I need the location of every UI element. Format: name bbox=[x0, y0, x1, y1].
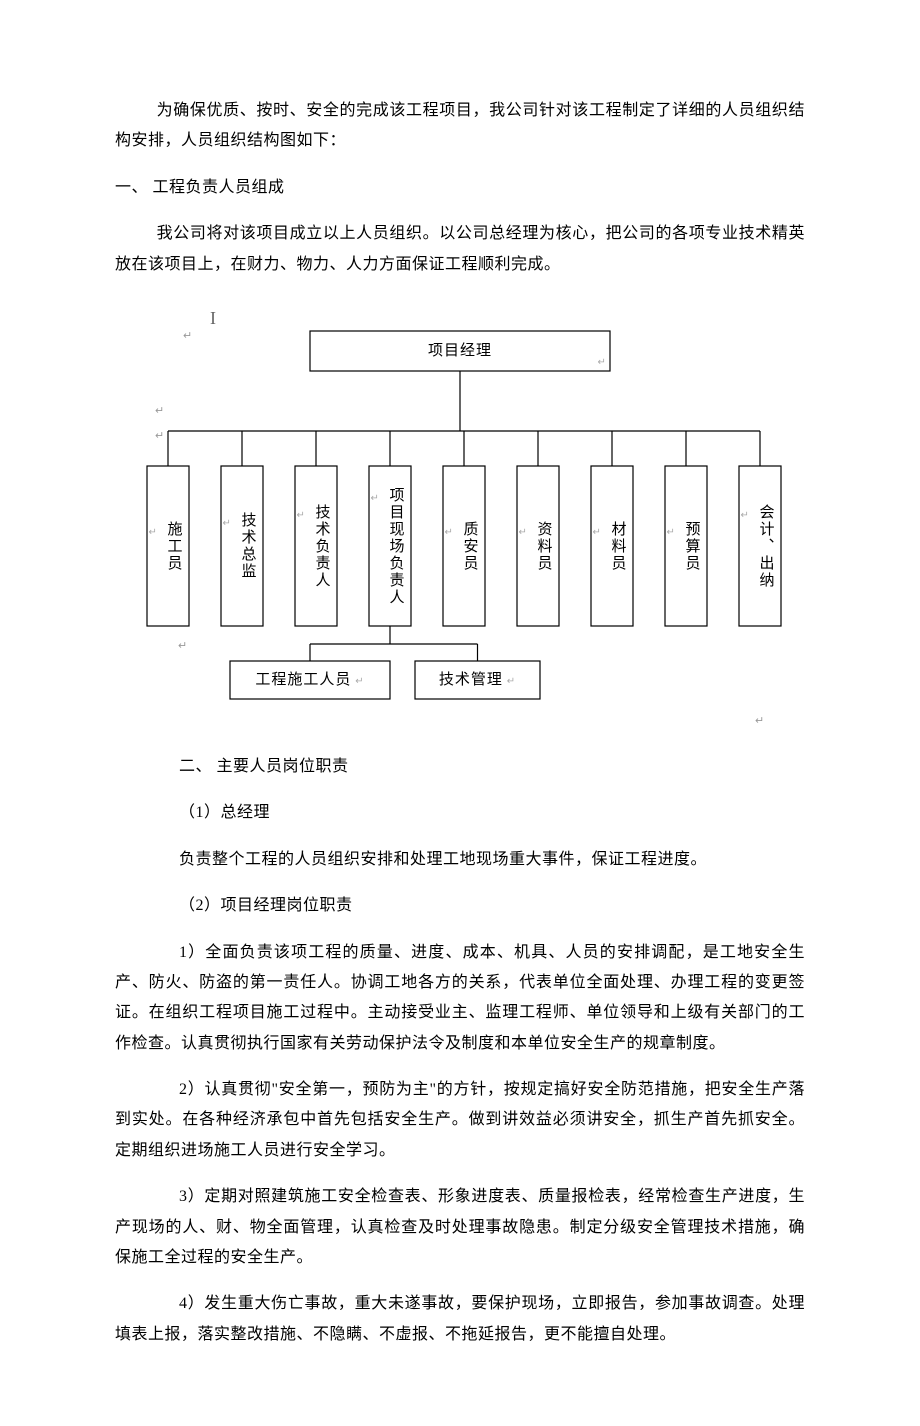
intro2-paragraph: 我公司将对该项目成立以上人员组织。以公司总经理为核心，把公司的各项专业技术精英放… bbox=[115, 219, 805, 280]
paragraph-mark-icon: ↵ bbox=[155, 426, 165, 447]
org-chart: I ↵ ↵ ↵ ↵ ↵ 项目经理↵施工员↵技术总监↵技术负责人↵项目现场负责人↵… bbox=[115, 296, 805, 736]
heading-section-2: 二、 主要人员岗位职责 bbox=[115, 752, 805, 782]
role2-p1: 1）全面负责该项工程的质量、进度、成本、机具、人员的安排调配，是工地安全生产、防… bbox=[115, 938, 805, 1060]
paragraph-mark-icon: ↵ bbox=[755, 711, 765, 732]
paragraph-mark-icon: ↵ bbox=[155, 401, 165, 422]
org-chart-svg: 项目经理↵施工员↵技术总监↵技术负责人↵项目现场负责人↵质安员↵资料员↵材料员↵… bbox=[115, 296, 805, 736]
role2-p3: 3）定期对照建筑施工安全检查表、形象进度表、质量报检表，经常检查生产进度，生产现… bbox=[115, 1182, 805, 1273]
intro-paragraph: 为确保优质、按时、安全的完成该工程项目，我公司针对该工程制定了详细的人员组织结构… bbox=[115, 96, 805, 157]
role2-p2: 2）认真贯彻"安全第一，预防为主"的方针，按规定搞好安全防范措施，把安全生产落到… bbox=[115, 1075, 805, 1166]
paragraph-mark-icon: ↵ bbox=[178, 636, 188, 657]
role1-body: 负责整个工程的人员组织安排和处理工地现场重大事件，保证工程进度。 bbox=[115, 845, 805, 875]
paragraph-mark-icon: ↵ bbox=[183, 326, 193, 347]
role2-p4: 4）发生重大伤亡事故，重大未遂事故，要保护现场，立即报告，参加事故调查。处理填表… bbox=[115, 1289, 805, 1350]
heading-section-1: 一、 工程负责人员组成 bbox=[115, 173, 805, 203]
document-page: 为确保优质、按时、安全的完成该工程项目，我公司针对该工程制定了详细的人员组织结构… bbox=[0, 0, 920, 1426]
role2-title: （2）项目经理岗位职责 bbox=[115, 891, 805, 921]
text-cursor-icon: I bbox=[210, 301, 217, 335]
role1-title: （1）总经理 bbox=[115, 798, 805, 828]
